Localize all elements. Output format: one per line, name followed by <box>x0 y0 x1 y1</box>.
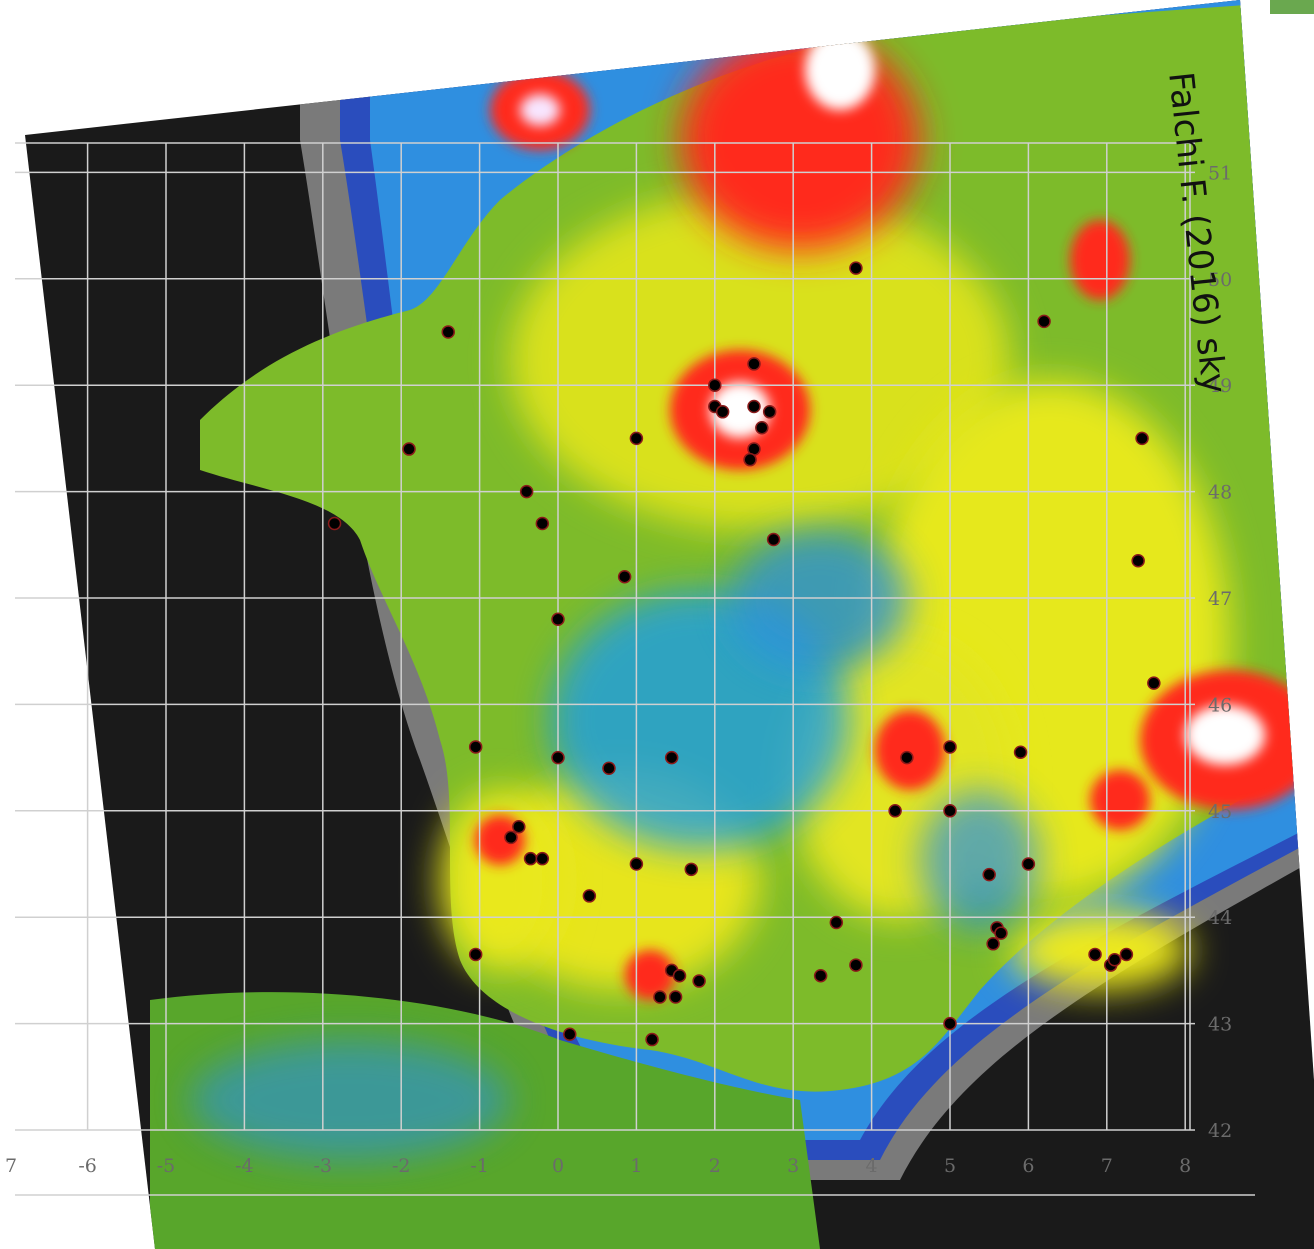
location-point <box>982 867 996 882</box>
location-point <box>523 851 538 866</box>
location-point <box>551 750 565 765</box>
location-point <box>743 452 757 467</box>
x-tick-label: 7 <box>5 1155 17 1177</box>
x-tick-label: 1 <box>630 1155 642 1177</box>
location-point <box>943 804 957 818</box>
location-point <box>900 750 914 765</box>
location-point <box>766 532 781 547</box>
grid <box>15 142 1255 1196</box>
location-point <box>535 516 550 531</box>
y-tick-label: 49 <box>1208 375 1232 397</box>
y-tick-label: 46 <box>1208 694 1232 716</box>
location-point <box>747 399 761 414</box>
location-point <box>468 740 483 754</box>
location-markers <box>327 261 1161 1047</box>
location-point <box>664 750 679 765</box>
location-point <box>943 740 957 754</box>
location-point <box>582 889 597 903</box>
y-axis-ticks: 42 43 44 45 46 47 48 49 50 51 <box>1208 162 1232 1142</box>
y-tick-label: 50 <box>1208 269 1232 291</box>
x-tick-label: 6 <box>1022 1155 1034 1177</box>
location-point <box>629 431 644 446</box>
x-tick-label: -4 <box>235 1155 254 1177</box>
location-point <box>943 1016 957 1031</box>
x-tick-label: 7 <box>1101 1155 1113 1177</box>
location-point <box>468 947 483 962</box>
x-tick-label: -6 <box>78 1155 97 1177</box>
x-tick-label: 4 <box>866 1155 878 1177</box>
location-point <box>1021 857 1036 871</box>
location-point <box>672 968 687 983</box>
location-point <box>762 405 777 419</box>
location-point <box>849 958 863 972</box>
location-point <box>1135 431 1149 446</box>
location-point <box>504 830 518 845</box>
location-point <box>1107 953 1122 967</box>
x-tick-label: -1 <box>470 1155 489 1177</box>
x-tick-label: -5 <box>157 1155 176 1177</box>
x-tick-label: 3 <box>787 1155 799 1177</box>
location-point <box>519 484 534 499</box>
x-tick-label: 0 <box>552 1155 564 1177</box>
location-point <box>668 990 683 1004</box>
location-point <box>813 968 828 983</box>
x-tick-label: 8 <box>1179 1155 1191 1177</box>
location-point <box>684 862 699 877</box>
location-point <box>1147 676 1161 690</box>
location-point <box>327 516 342 531</box>
location-point <box>402 442 416 456</box>
x-tick-label: 5 <box>944 1155 956 1177</box>
location-point <box>888 804 902 818</box>
y-tick-label: 45 <box>1208 801 1232 823</box>
y-tick-label: 44 <box>1208 907 1232 929</box>
y-tick-label: 43 <box>1208 1014 1232 1036</box>
location-point <box>563 1027 577 1041</box>
location-point <box>708 378 722 392</box>
location-point <box>602 761 616 775</box>
location-point <box>829 915 844 930</box>
location-point <box>755 421 769 435</box>
location-point <box>629 857 644 871</box>
location-point <box>994 926 1008 940</box>
location-point <box>747 357 761 371</box>
location-point <box>1088 947 1102 962</box>
location-point <box>849 261 863 275</box>
location-point <box>441 325 455 339</box>
x-tick-label: 2 <box>709 1155 721 1177</box>
location-point <box>715 405 730 419</box>
location-point <box>1119 947 1134 962</box>
location-point <box>617 569 632 584</box>
x-tick-label: -3 <box>314 1155 333 1177</box>
location-point <box>692 974 706 988</box>
location-point <box>535 851 550 866</box>
location-point <box>986 937 1000 951</box>
y-tick-label: 42 <box>1208 1120 1232 1142</box>
location-point <box>653 990 667 1004</box>
location-point <box>512 820 526 834</box>
x-tick-label: -2 <box>392 1155 411 1177</box>
y-tick-label: 47 <box>1208 588 1232 610</box>
corner-tab <box>1270 0 1314 14</box>
location-point <box>551 612 565 627</box>
y-tick-label: 51 <box>1208 162 1232 184</box>
y-tick-label: 48 <box>1208 482 1232 504</box>
location-point <box>1013 745 1028 760</box>
x-axis-ticks: 7 -6 -5 -4 -3 -2 -1 0 1 2 3 4 5 6 7 8 <box>5 1155 1191 1177</box>
location-point <box>1037 314 1051 329</box>
location-point <box>1131 554 1145 568</box>
location-point <box>645 1032 659 1047</box>
